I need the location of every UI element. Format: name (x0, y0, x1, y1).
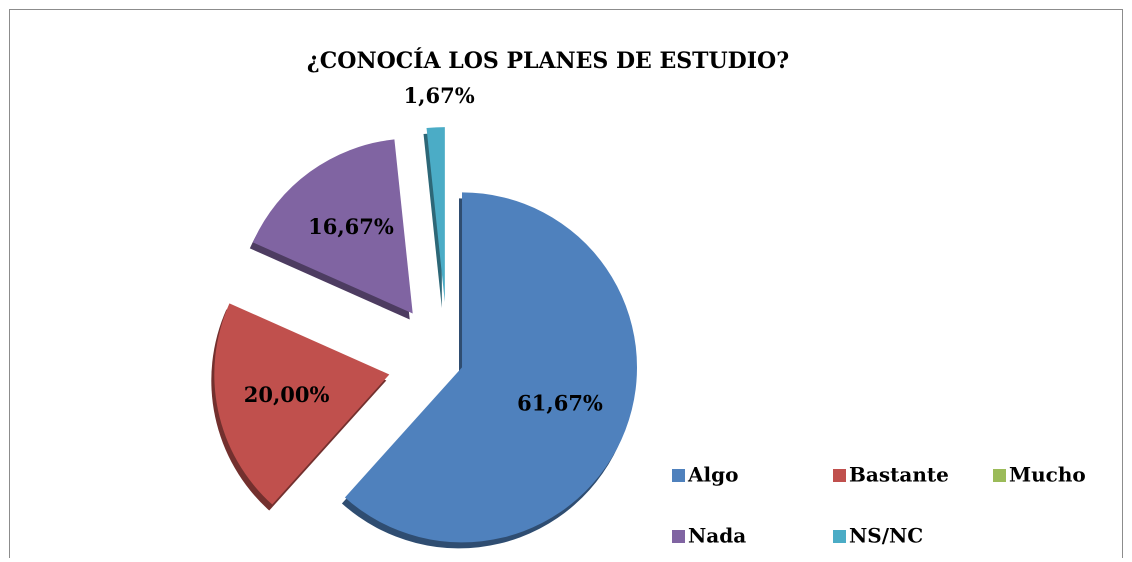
data-label: 20,00% (244, 382, 330, 407)
legend-swatch (833, 469, 846, 482)
data-label: 61,67% (517, 390, 603, 415)
legend-swatch (672, 469, 685, 482)
legend-label: Bastante (849, 463, 949, 487)
legend-label: Nada (688, 524, 746, 548)
legend-swatch (833, 530, 846, 543)
legend-swatch (993, 469, 1006, 482)
slice (344, 192, 638, 543)
data-label: 16,67% (308, 214, 394, 239)
data-label: 1,67% (404, 83, 475, 108)
chart-title: ¿CONOCÍA LOS PLANES DE ESTUDIO? (307, 47, 789, 74)
slice (426, 127, 445, 303)
slice (233, 266, 394, 338)
legend-label: Mucho (1009, 463, 1086, 487)
legend-label: Algo (687, 463, 738, 487)
legend-swatch (672, 530, 685, 543)
slice (252, 139, 413, 314)
legend-label: NS/NC (849, 524, 923, 548)
slice (214, 303, 390, 505)
